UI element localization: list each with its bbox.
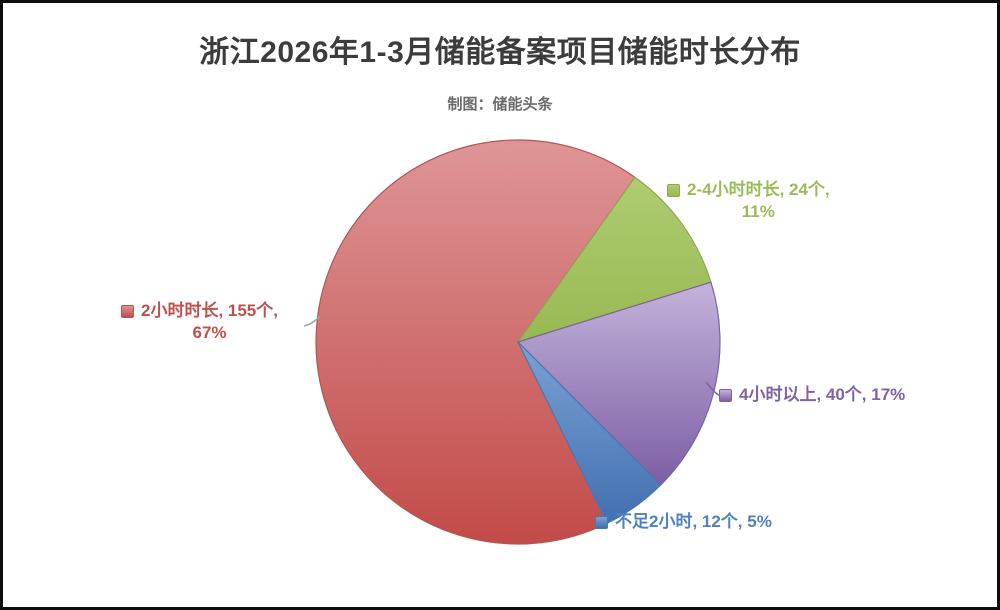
chart-subtitle: 制图：储能头条 [447,96,553,113]
pie-slices [315,139,721,545]
pie-slice-2小时时长 [315,139,636,545]
label-2h: 2小时时长, 155个, 67% [121,300,278,344]
pie-svg [303,139,722,545]
label-2-4h-pct: 11% [741,202,775,221]
label-2-4h-text: 2-4小时时长, 24个, [687,180,830,199]
label-4h-plus-text: 4小时以上, 40个, 17% [739,385,906,404]
label-2-4h: 2-4小时时长, 24个, 11% [667,179,830,223]
pie-slice-2-4小时时长 [517,176,712,343]
legend-key-2h-icon [121,305,134,318]
label-under-2h: 不足2小时, 12个, 5% [595,511,772,533]
legend-key-2-4h-icon [667,184,680,197]
legend-key-under-2h-icon [595,516,608,529]
label-2h-text: 2小时时长, 155个, [141,301,278,320]
chart-title: 浙江2026年1-3月储能备案项目储能时长分布 [199,36,801,69]
label-2h-pct: 67% [192,323,227,342]
leader-line-2h [303,315,321,327]
label-4h-plus: 4小时以上, 40个, 17% [719,384,905,406]
legend-key-4h-plus-icon [719,389,732,402]
label-under-2h-text: 不足2小时, 12个, 5% [615,512,772,531]
